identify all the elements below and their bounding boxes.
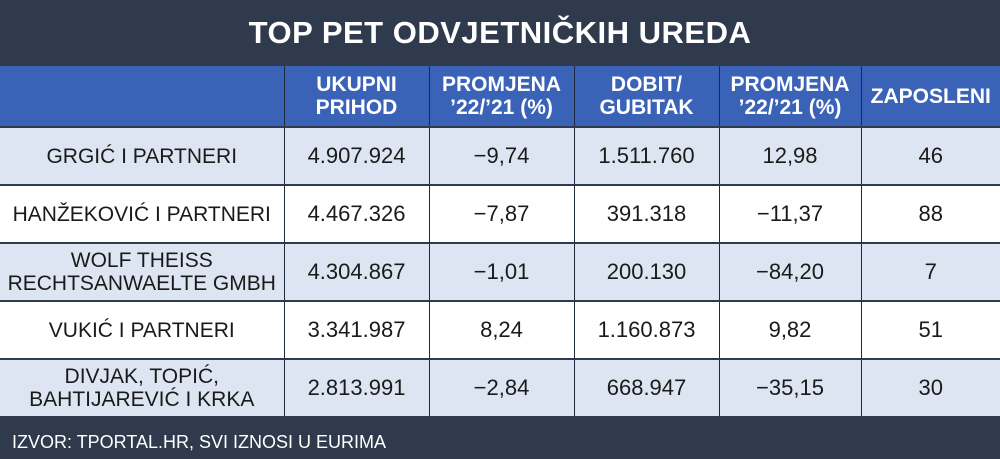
table-cell: −2,84 bbox=[428, 358, 574, 416]
chart-title: TOP PET ODVJETNIČKIH UREDA bbox=[248, 15, 752, 50]
header-row: UKUPNI PRIHOD PROMJENA ’22/’21 (%) DOBIT… bbox=[0, 66, 1000, 127]
table-cell: 88 bbox=[860, 184, 1000, 243]
table-cell: 51 bbox=[860, 300, 1000, 359]
column-header: UKUPNI PRIHOD bbox=[283, 66, 429, 127]
table-cell: 9,82 bbox=[718, 300, 861, 359]
table-cell: −9,74 bbox=[428, 126, 574, 185]
column-header: ZAPOSLENI bbox=[860, 66, 1000, 127]
table-cell: WOLF THEISS RECHTSANWAELTE GMBH bbox=[0, 242, 284, 301]
table-cell: 4.304.867 bbox=[283, 242, 429, 301]
table-cell: 12,98 bbox=[718, 126, 861, 185]
table-cell: VUKIĆ I PARTNERI bbox=[0, 300, 284, 359]
table-cell: 3.341.987 bbox=[283, 300, 429, 359]
column-header: PROMJENA ’22/’21 (%) bbox=[428, 66, 574, 127]
table-row: HANŽEKOVIĆ I PARTNERI 4.467.326 −7,87 39… bbox=[0, 184, 1000, 243]
table-cell: 2.813.991 bbox=[283, 358, 429, 416]
table-cell: −1,01 bbox=[428, 242, 574, 301]
table-cell: HANŽEKOVIĆ I PARTNERI bbox=[0, 184, 284, 243]
table-cell: −11,37 bbox=[718, 184, 861, 243]
table-cell: −7,87 bbox=[428, 184, 574, 243]
table-cell: 4.907.924 bbox=[283, 126, 429, 185]
data-table: UKUPNI PRIHOD PROMJENA ’22/’21 (%) DOBIT… bbox=[0, 66, 1000, 416]
column-header: DOBIT/ GUBITAK bbox=[573, 66, 719, 127]
table-cell: 30 bbox=[860, 358, 1000, 416]
table-row: VUKIĆ I PARTNERI 3.341.987 8,24 1.160.87… bbox=[0, 300, 1000, 359]
table-cell: 668.947 bbox=[573, 358, 719, 416]
table-cell: 1.160.873 bbox=[573, 300, 719, 359]
table-cell: 7 bbox=[860, 242, 1000, 301]
table-cell: 391.318 bbox=[573, 184, 719, 243]
table-cell: −35,15 bbox=[718, 358, 861, 416]
table-row: DIVJAK, TOPIĆ, BAHTIJAREVIĆ I KRKA 2.813… bbox=[0, 358, 1000, 416]
source-note: IZVOR: TPORTAL.HR, SVI IZNOSI U EURIMA bbox=[12, 432, 387, 452]
table-cell: GRGIĆ I PARTNERI bbox=[0, 126, 284, 185]
table-cell: DIVJAK, TOPIĆ, BAHTIJAREVIĆ I KRKA bbox=[0, 358, 284, 416]
table-cell: −84,20 bbox=[718, 242, 861, 301]
table-cell: 8,24 bbox=[428, 300, 574, 359]
table-cell: 4.467.326 bbox=[283, 184, 429, 243]
table-row: WOLF THEISS RECHTSANWAELTE GMBH 4.304.86… bbox=[0, 242, 1000, 301]
table-cell: 200.130 bbox=[573, 242, 719, 301]
column-header bbox=[0, 66, 284, 127]
table-cell: 46 bbox=[860, 126, 1000, 185]
column-header: PROMJENA ’22/’21 (%) bbox=[718, 66, 861, 127]
table-row: GRGIĆ I PARTNERI 4.907.924 −9,74 1.511.7… bbox=[0, 126, 1000, 185]
table-cell: 1.511.760 bbox=[573, 126, 719, 185]
